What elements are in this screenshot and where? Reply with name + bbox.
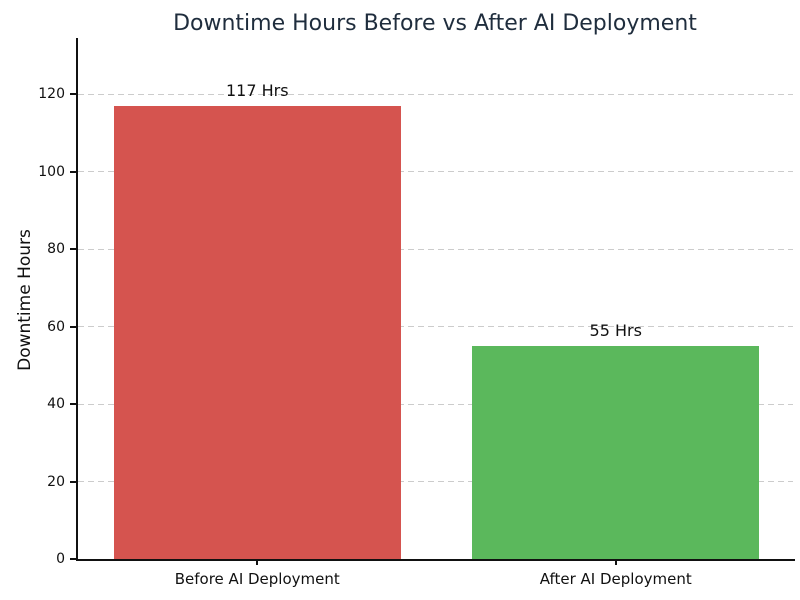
bar-1 xyxy=(472,345,760,559)
y-tick-mark-80 xyxy=(70,248,78,251)
bar-0 xyxy=(113,105,401,559)
gridline-y-100 xyxy=(78,171,793,173)
x-tick-label-0: Before AI Deployment xyxy=(174,570,340,588)
x-tick-mark-0 xyxy=(256,559,259,565)
y-tick-label-20: 20 xyxy=(47,473,65,490)
gridline-y-120 xyxy=(78,93,793,95)
y-tick-mark-40 xyxy=(70,403,78,406)
gridline-y-80 xyxy=(78,248,793,250)
y-tick-mark-0 xyxy=(70,558,78,560)
y-tick-label-60: 60 xyxy=(47,318,65,335)
x-tick-mark-1 xyxy=(614,559,617,565)
gridline-y-60 xyxy=(78,326,793,328)
chart-title: Downtime Hours Before vs After AI Deploy… xyxy=(173,11,697,36)
y-tick-mark-20 xyxy=(70,480,78,483)
y-tick-label-80: 80 xyxy=(47,241,65,258)
y-tick-mark-100 xyxy=(70,170,78,173)
y-axis-label: Downtime Hours xyxy=(15,229,35,371)
gridline-y-20 xyxy=(78,481,793,483)
y-tick-label-100: 100 xyxy=(38,163,65,180)
y-tick-mark-60 xyxy=(70,325,78,328)
bar-value-label-0: 117 Hrs xyxy=(225,80,289,100)
y-tick-mark-120 xyxy=(70,93,78,96)
y-tick-label-0: 0 xyxy=(56,551,65,567)
gridline-y-40 xyxy=(78,403,793,405)
y-tick-label-40: 40 xyxy=(47,396,65,413)
plot-area: 117 Hrs 55 Hrs 0 20 40 60 80 100 120 Before AI D… xyxy=(38,38,795,588)
y-tick-label-120: 120 xyxy=(38,86,65,103)
x-tick-label-1: After AI Deployment xyxy=(539,570,692,588)
bar-value-label-1: 55 Hrs xyxy=(589,320,642,340)
